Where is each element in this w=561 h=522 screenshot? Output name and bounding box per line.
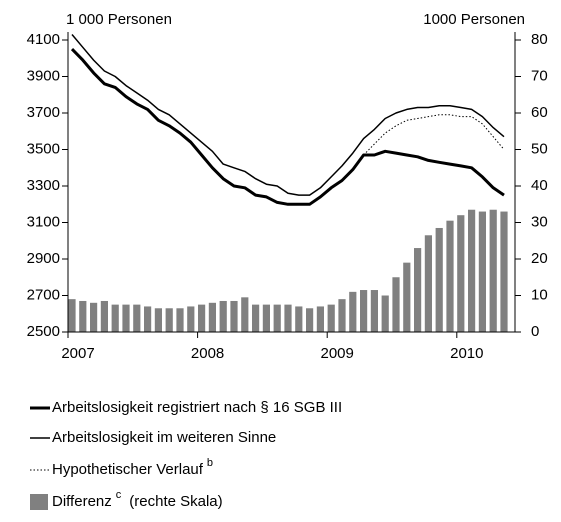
legend-name: Arbeitslosigkeit im weiteren Sinne bbox=[52, 429, 276, 446]
bar bbox=[403, 262, 411, 332]
bar bbox=[219, 300, 227, 332]
bar bbox=[468, 209, 476, 332]
bar bbox=[79, 300, 87, 332]
bar bbox=[100, 300, 108, 332]
legend-name: Differenz bbox=[52, 493, 112, 510]
bar bbox=[414, 248, 422, 332]
y2-tick-label: 30 bbox=[531, 213, 548, 230]
y2-tick-label: 0 bbox=[531, 323, 539, 340]
y2-tick-label: 70 bbox=[531, 67, 548, 84]
bar bbox=[284, 304, 292, 332]
y2-tick-label: 20 bbox=[531, 250, 548, 267]
bar bbox=[435, 227, 443, 332]
bar bbox=[489, 209, 497, 332]
bar bbox=[133, 304, 141, 332]
x-tick-label: 2008 bbox=[191, 345, 224, 362]
legend-label: Arbeitslosigkeit im weiteren Sinne bbox=[52, 429, 276, 446]
bar bbox=[392, 277, 400, 332]
y2-axis-label: 1000 Personen bbox=[423, 11, 525, 28]
legend-name: Hypothetischer Verlauf bbox=[52, 461, 204, 478]
bar bbox=[68, 299, 76, 332]
x-tick-label: 2007 bbox=[61, 345, 94, 362]
y-tick-label: 2700 bbox=[27, 286, 60, 303]
y-tick-label: 2900 bbox=[27, 250, 60, 267]
legend-footnote: c bbox=[116, 489, 122, 501]
bar bbox=[349, 291, 357, 332]
bar bbox=[230, 300, 238, 332]
bar bbox=[252, 304, 260, 332]
y2-tick-label: 50 bbox=[531, 140, 548, 157]
x-tick-label: 2010 bbox=[450, 345, 483, 362]
legend-footnote: b bbox=[207, 457, 213, 469]
y2-tick-label: 40 bbox=[531, 177, 548, 194]
bar bbox=[154, 308, 162, 332]
x-tick-label: 2009 bbox=[321, 345, 354, 362]
bar bbox=[273, 304, 281, 332]
bar bbox=[424, 235, 432, 332]
bar bbox=[381, 295, 389, 332]
bar bbox=[187, 306, 195, 332]
line-series bbox=[363, 114, 505, 156]
y2-tick-label: 10 bbox=[531, 286, 548, 303]
bar bbox=[176, 308, 184, 332]
y-tick-label: 3100 bbox=[27, 213, 60, 230]
bar bbox=[327, 304, 335, 332]
y-tick-label: 2500 bbox=[27, 323, 60, 340]
bar bbox=[262, 304, 270, 332]
y-tick-label: 3700 bbox=[27, 104, 60, 121]
legend-label: Arbeitslosigkeit registriert nach § 16 S… bbox=[52, 399, 342, 416]
bar bbox=[295, 306, 303, 332]
bar bbox=[165, 308, 173, 332]
bar bbox=[144, 306, 152, 332]
bar bbox=[316, 306, 324, 332]
bar bbox=[500, 211, 508, 332]
y-tick-label: 4100 bbox=[27, 31, 60, 48]
y-axis-label: 1 000 Personen bbox=[66, 11, 172, 28]
legend-label: Differenz c (rechte Skala) bbox=[52, 489, 223, 510]
legend-suffix: (rechte Skala) bbox=[129, 493, 222, 510]
bar bbox=[457, 215, 465, 332]
bar bbox=[208, 302, 216, 332]
bar bbox=[198, 304, 206, 332]
bar bbox=[360, 290, 368, 332]
legend-swatch bbox=[30, 494, 48, 510]
bar bbox=[478, 211, 486, 332]
y-tick-label: 3500 bbox=[27, 140, 60, 157]
legend-name: Arbeitslosigkeit registriert nach § 16 S… bbox=[52, 399, 342, 416]
bar bbox=[446, 220, 454, 332]
y-tick-label: 3300 bbox=[27, 177, 60, 194]
line-series bbox=[71, 34, 505, 196]
bar bbox=[90, 302, 98, 332]
bar bbox=[306, 308, 314, 332]
y-tick-label: 3900 bbox=[27, 67, 60, 84]
y2-tick-label: 60 bbox=[531, 104, 548, 121]
bar bbox=[370, 290, 378, 332]
bar bbox=[241, 297, 249, 332]
bar bbox=[111, 304, 119, 332]
line-series bbox=[70, 48, 505, 206]
bar bbox=[338, 299, 346, 332]
bar bbox=[122, 304, 130, 332]
legend-label: Hypothetischer Verlauf b bbox=[52, 457, 213, 478]
y2-tick-label: 80 bbox=[531, 31, 548, 48]
